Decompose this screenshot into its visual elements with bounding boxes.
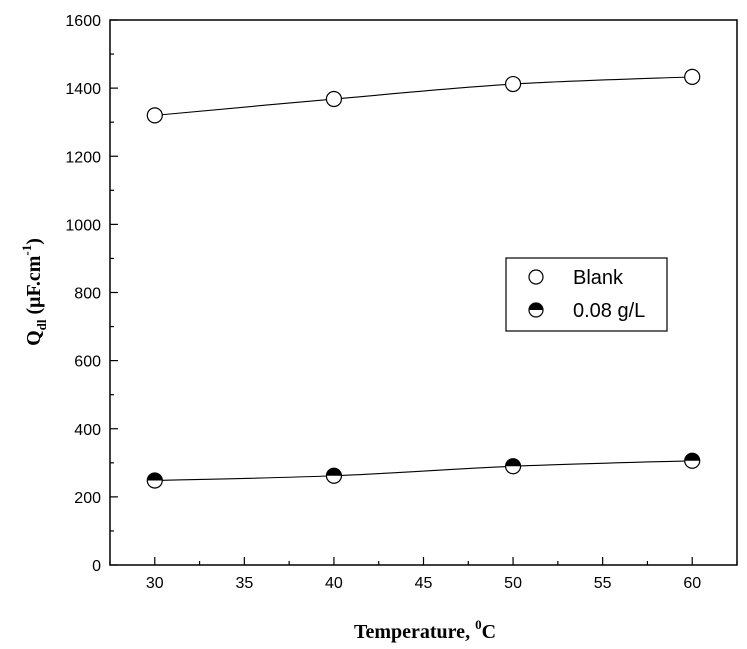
x-tick-label: 45 xyxy=(415,575,433,592)
y-tick-label: 1400 xyxy=(65,81,101,98)
legend-item-dose: 0.08 g/L xyxy=(528,300,645,322)
x-tick-label: 35 xyxy=(235,575,253,592)
legend-label-blank: Blank xyxy=(573,267,624,289)
data-point-series-1 xyxy=(504,458,522,475)
x-tick-label: 50 xyxy=(504,575,522,592)
y-tick-label: 200 xyxy=(74,490,101,507)
data-point-series-0 xyxy=(504,75,522,93)
series-line-1 xyxy=(154,460,693,482)
y-axis-title: Qdl (μF.cm-1) xyxy=(19,238,49,346)
y-tick-label: 1200 xyxy=(65,149,101,166)
x-tick-label: 40 xyxy=(325,575,343,592)
series-line-0 xyxy=(154,76,693,116)
legend-item-blank: Blank xyxy=(528,267,624,289)
y-tick-label: 0 xyxy=(92,558,101,575)
y-tick-label: 400 xyxy=(74,422,101,439)
series-layer xyxy=(146,68,701,489)
x-tick-label: 60 xyxy=(683,575,701,592)
y-tick-label: 1000 xyxy=(65,217,101,234)
y-tick-label: 800 xyxy=(74,286,101,303)
legend-marker-dose xyxy=(528,302,544,318)
legend: Blank 0.08 g/L xyxy=(505,257,668,332)
legend-label-dose: 0.08 g/L xyxy=(573,300,645,322)
data-point-series-1 xyxy=(684,452,701,469)
data-point-series-1 xyxy=(146,472,163,489)
data-point-series-1 xyxy=(325,467,343,484)
data-point-series-0 xyxy=(146,107,163,124)
legend-marker-blank xyxy=(528,269,544,285)
x-tick-label: 55 xyxy=(594,575,612,592)
data-point-series-0 xyxy=(325,90,343,108)
data-point-series-0 xyxy=(684,68,701,85)
y-tick-label: 600 xyxy=(74,354,101,371)
y-axis: 0 200 400 600 800 1000 1200 1400 1600 xyxy=(65,13,118,575)
y-tick-label: 1600 xyxy=(65,13,101,30)
x-axis-title: Temperature, 0C xyxy=(354,617,496,643)
x-tick-label: 30 xyxy=(146,575,164,592)
x-axis: 30 35 40 45 50 55 60 xyxy=(109,557,738,592)
